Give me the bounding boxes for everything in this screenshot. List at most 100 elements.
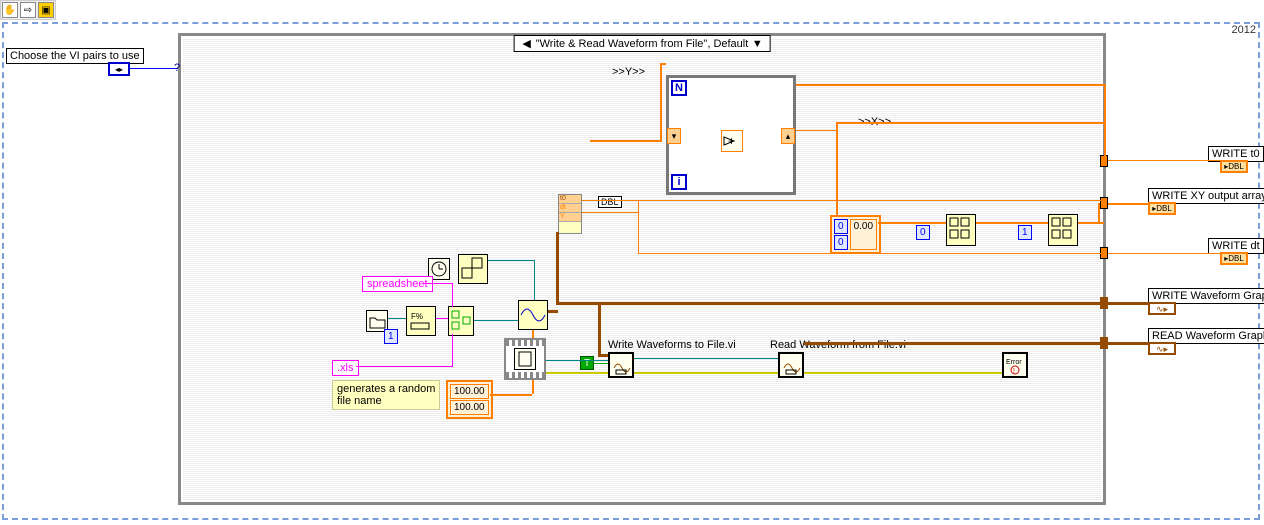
const-one-blue: 1 xyxy=(384,329,398,344)
wire xyxy=(424,283,452,284)
hand-tool-icon[interactable]: ✋ xyxy=(2,2,18,18)
wire xyxy=(1108,253,1220,254)
case-structure: ◀ "Write & Read Waveform from File", Def… xyxy=(178,33,1106,505)
wire xyxy=(534,260,535,300)
wire xyxy=(1108,160,1220,161)
wire xyxy=(474,320,518,321)
format-string-node: F% xyxy=(406,306,436,336)
wire xyxy=(582,212,638,213)
highlight-tool-icon[interactable]: ▣ xyxy=(38,2,54,18)
case-prev-icon[interactable]: ◀ xyxy=(521,37,533,50)
label-write-vi: Write Waveforms to File.vi xyxy=(608,339,736,351)
save-icon xyxy=(610,354,632,376)
random-node xyxy=(458,254,488,284)
wire xyxy=(796,84,1106,86)
dice-icon xyxy=(459,255,487,283)
read-waveform-subvi[interactable] xyxy=(778,352,804,378)
wire xyxy=(598,302,601,354)
const-zero: 0 xyxy=(834,235,848,250)
wire xyxy=(1108,342,1148,345)
n-terminal: N xyxy=(671,80,687,96)
open-file-node xyxy=(514,348,536,370)
const-zero-int: 0 xyxy=(916,225,930,240)
wire xyxy=(556,302,1106,305)
error-handler-subvi[interactable]: Error! xyxy=(1002,352,1028,378)
const-hundred: 100.00 xyxy=(450,400,489,415)
wire xyxy=(546,360,608,361)
wire xyxy=(582,200,1102,201)
wire xyxy=(804,372,1002,374)
wire xyxy=(598,354,608,357)
wire xyxy=(452,283,453,307)
waveform-unbundle: t0 dt Y xyxy=(558,194,582,234)
bundle-dt: dt xyxy=(559,204,581,213)
svg-text:F%: F% xyxy=(411,312,423,321)
sine-icon xyxy=(519,301,547,329)
case-dropdown-icon[interactable]: ▼ xyxy=(751,38,763,50)
wire xyxy=(556,232,559,302)
arrow-tool-icon[interactable]: ⇨ xyxy=(20,2,36,18)
wire xyxy=(1108,302,1148,305)
wire xyxy=(1098,203,1100,223)
case-title: "Write & Read Waveform from File", Defau… xyxy=(536,38,749,50)
true-constant: T xyxy=(580,356,594,370)
write-waveforms-subvi[interactable] xyxy=(608,352,634,378)
wire xyxy=(634,372,778,374)
wire xyxy=(976,222,1048,224)
wire xyxy=(638,200,639,254)
const-zero: 0 xyxy=(834,219,848,234)
dbl-coerce: DBL xyxy=(598,196,622,208)
indicator-term-dbl: ▸DBL xyxy=(1148,202,1176,215)
wire xyxy=(634,358,778,359)
array-icon xyxy=(1049,215,1077,245)
wire xyxy=(590,140,662,142)
build-path-node xyxy=(448,306,474,336)
signal-generator-node xyxy=(518,300,548,330)
bundle-y: Y xyxy=(559,213,581,222)
for-loop: N i ▾ ▴ + xyxy=(666,75,796,195)
wire xyxy=(660,63,662,141)
wire xyxy=(546,372,608,374)
bundle-t0: t0 xyxy=(559,195,581,204)
wire xyxy=(594,363,608,364)
tunnel xyxy=(1100,197,1108,209)
cluster-constant: 0 0 0.00 xyxy=(830,215,881,254)
case-selector[interactable]: ◀ "Write & Read Waveform from File", Def… xyxy=(514,35,771,52)
wire xyxy=(1108,203,1148,205)
error-icon: Error! xyxy=(1004,354,1026,376)
build-array-node xyxy=(1048,214,1078,246)
enum-control[interactable]: ◂ ▸ xyxy=(108,62,130,76)
svg-text:!: ! xyxy=(1013,368,1015,375)
indicator-term-wave: ∿▸ xyxy=(1148,342,1176,355)
path-icon xyxy=(449,307,473,335)
comment-random: generates a random file name xyxy=(332,380,440,410)
wire xyxy=(878,222,946,224)
shift-register-right: ▴ xyxy=(781,128,795,144)
open-icon xyxy=(780,354,802,376)
folder-icon xyxy=(367,311,387,331)
label-y-arrows: >>Y>> xyxy=(612,66,645,78)
const-zero-dbl: 0.00 xyxy=(850,219,877,250)
wire xyxy=(436,318,448,319)
shift-register-left: ▾ xyxy=(667,128,681,144)
array-constant: 100.00 100.00 xyxy=(446,380,493,419)
add-node: + xyxy=(721,130,743,152)
toolbar: ✋ ⇨ ▣ xyxy=(0,0,56,20)
wire xyxy=(490,394,532,396)
label-read-vi: Read Waveform from File.vi xyxy=(770,339,906,351)
plus-icon: + xyxy=(722,131,742,151)
build-array-node xyxy=(946,214,976,246)
wire xyxy=(1078,222,1104,224)
case-selector-terminal: ? xyxy=(174,62,180,74)
chevron-right-icon: ▸ xyxy=(119,65,123,74)
wire xyxy=(356,366,452,367)
const-one-int: 1 xyxy=(1018,225,1032,240)
indicator-term-dbl: ▸DBL xyxy=(1220,252,1248,265)
wire xyxy=(804,342,1106,345)
indicator-term-wave: ∿▸ xyxy=(1148,302,1176,315)
const-hundred: 100.00 xyxy=(450,384,489,399)
year-label: 2012 xyxy=(1232,24,1256,36)
wire xyxy=(836,122,1106,124)
i-terminal: i xyxy=(671,174,687,190)
array-icon xyxy=(947,215,975,245)
